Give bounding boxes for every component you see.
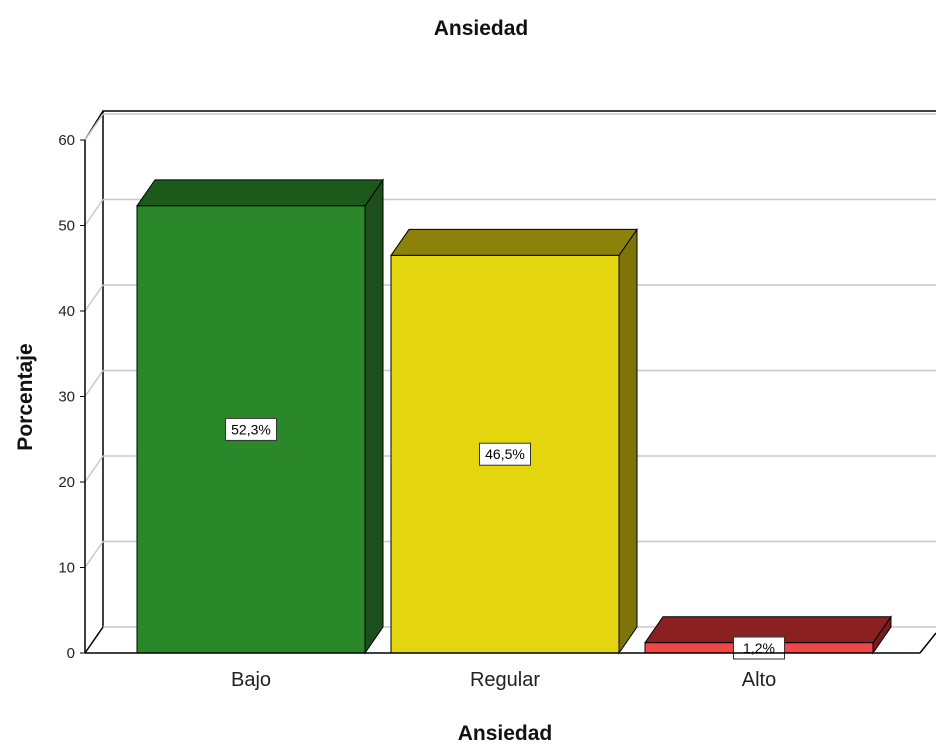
- data-label-box: [479, 442, 531, 466]
- x-axis-title: Ansiedad: [458, 722, 553, 744]
- data-label-box: [225, 417, 277, 441]
- y-tick-label: 0: [67, 645, 75, 662]
- gridline-side: [84, 113, 104, 141]
- bar-side: [618, 227, 638, 655]
- bar-top: [390, 228, 638, 256]
- x-tick-label: Regular: [470, 669, 540, 691]
- y-tick-label: 30: [58, 389, 75, 406]
- x-tick-label: Alto: [742, 669, 776, 691]
- bar: [136, 205, 366, 654]
- gridline-side: [84, 199, 104, 226]
- floor-right-edge: [919, 632, 936, 654]
- bar-top: [136, 179, 384, 207]
- y-tick-label: 60: [58, 132, 75, 149]
- gridline-side: [84, 455, 104, 483]
- bar-side: [364, 178, 384, 655]
- data-label: 46,5%: [485, 446, 525, 462]
- gridline-side: [84, 541, 104, 568]
- plot-area: 0 10 20 30 40 50 60 Bajo 52,3% Regular 46,5% Alto 1,…: [58, 110, 936, 691]
- gridline-side: [84, 370, 104, 397]
- x-tick-label: Bajo: [231, 669, 271, 691]
- chart-title: Ansiedad: [434, 17, 529, 40]
- y-axis-title: Porcentaje: [14, 343, 37, 450]
- data-label: 52,3%: [231, 421, 271, 437]
- y-tick-label: 50: [58, 218, 75, 235]
- y-tick-label: 20: [58, 474, 75, 491]
- y-tick-label: 40: [58, 303, 75, 320]
- floor-left-edge: [84, 626, 104, 654]
- y-tick-label: 10: [58, 560, 75, 577]
- data-label: 1,2%: [743, 640, 775, 656]
- gridline-side: [84, 284, 104, 312]
